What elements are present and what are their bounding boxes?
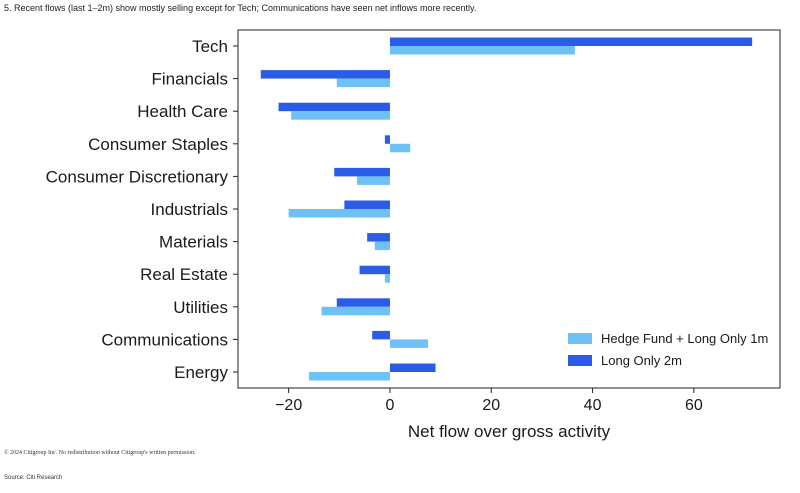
y-tick-label: Consumer Staples xyxy=(88,135,228,154)
x-tick-label: −20 xyxy=(275,397,302,414)
y-tick-label: Tech xyxy=(192,37,228,56)
bar-long-only-2m xyxy=(336,298,390,307)
bar-long-only-2m xyxy=(344,200,390,209)
y-tick-label: Communications xyxy=(101,330,228,349)
bar-hedge-fund-long-only-1m xyxy=(374,241,390,251)
x-tick-label: 0 xyxy=(386,397,395,414)
bar-long-only-2m xyxy=(260,70,390,79)
y-tick-label: Consumer Discretionary xyxy=(46,167,229,186)
bar-long-only-2m xyxy=(359,265,390,275)
figure-caption: 5. Recent flows (last 1–2m) show mostly … xyxy=(4,3,477,13)
x-tick-label: 60 xyxy=(685,397,703,414)
bar-long-only-2m xyxy=(372,330,390,340)
bar-hedge-fund-long-only-1m xyxy=(389,339,428,348)
y-tick-label: Industrials xyxy=(151,200,228,219)
legend-label: Hedge Fund + Long Only 1m xyxy=(601,331,768,346)
bar-hedge-fund-long-only-1m xyxy=(336,78,390,88)
bar-hedge-fund-long-only-1m xyxy=(389,143,411,153)
bar-long-only-2m xyxy=(389,363,436,372)
copyright-notice: © 2024 Citigroup Inc. No redistribution … xyxy=(4,450,196,456)
bar-hedge-fund-long-only-1m xyxy=(288,209,390,218)
y-tick-label: Utilities xyxy=(173,298,228,317)
bar-hedge-fund-long-only-1m xyxy=(291,111,390,120)
y-tick-label: Materials xyxy=(159,233,228,252)
bar-long-only-2m xyxy=(384,135,390,144)
y-tick-label: Financials xyxy=(151,70,228,89)
x-tick-label: 20 xyxy=(482,397,500,414)
bar-long-only-2m xyxy=(334,167,390,177)
bar-hedge-fund-long-only-1m xyxy=(308,372,390,381)
x-axis-label: Net flow over gross activity xyxy=(408,422,611,441)
y-tick-label: Health Care xyxy=(137,102,228,121)
y-tick-label: Real Estate xyxy=(140,265,228,284)
source-note: Source: Citi Research xyxy=(4,475,63,481)
bar-hedge-fund-long-only-1m xyxy=(357,176,390,185)
x-tick-label: 40 xyxy=(584,397,602,414)
legend-swatch xyxy=(568,333,592,344)
legend-label: Long Only 2m xyxy=(601,353,682,368)
bar-long-only-2m xyxy=(278,102,390,112)
bar-hedge-fund-long-only-1m xyxy=(321,306,390,316)
bar-hedge-fund-long-only-1m xyxy=(389,46,575,55)
chart-legend: Hedge Fund + Long Only 1m Long Only 2m xyxy=(568,331,768,368)
legend-swatch xyxy=(568,355,592,366)
bar-hedge-fund-long-only-1m xyxy=(384,274,390,283)
y-tick-label: Energy xyxy=(174,363,228,382)
bar-long-only-2m xyxy=(389,37,753,46)
bar-long-only-2m xyxy=(367,233,390,242)
